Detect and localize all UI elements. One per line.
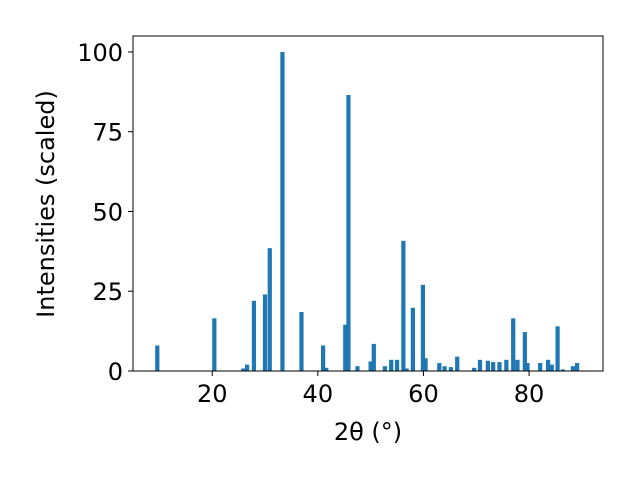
bar bbox=[491, 362, 496, 371]
bar bbox=[343, 324, 348, 371]
y-tick-label: 0 bbox=[108, 358, 123, 386]
bar bbox=[346, 95, 351, 372]
y-axis-label: Intensities (scaled) bbox=[32, 90, 60, 318]
bar bbox=[321, 345, 326, 371]
y-tick-label: 50 bbox=[92, 198, 123, 226]
bar bbox=[511, 318, 516, 371]
bar bbox=[389, 359, 394, 371]
x-tick-label: 60 bbox=[408, 380, 439, 408]
bar bbox=[212, 318, 217, 371]
bar bbox=[280, 51, 285, 371]
bar bbox=[299, 311, 304, 371]
bar bbox=[525, 363, 530, 371]
y-tick-label: 75 bbox=[92, 119, 123, 147]
bar bbox=[497, 362, 502, 371]
bar bbox=[423, 358, 428, 371]
x-axis-ticks: 20 40 60 80 bbox=[197, 371, 544, 408]
bar bbox=[575, 363, 580, 371]
bars-group bbox=[155, 51, 580, 372]
bar bbox=[267, 248, 272, 371]
bar bbox=[515, 359, 520, 371]
bar bbox=[420, 284, 426, 371]
bar bbox=[324, 367, 329, 371]
bar bbox=[448, 367, 454, 371]
bar bbox=[241, 368, 246, 371]
bar bbox=[368, 361, 373, 371]
bar bbox=[560, 369, 565, 371]
x-tick-label: 20 bbox=[197, 380, 228, 408]
bar bbox=[155, 345, 160, 371]
bar bbox=[251, 300, 257, 371]
bar bbox=[472, 367, 477, 371]
y-axis-ticks: 0 25 50 75 100 bbox=[77, 39, 133, 386]
bar bbox=[522, 332, 527, 371]
bar bbox=[437, 363, 442, 371]
bar bbox=[394, 359, 400, 371]
y-tick-label: 25 bbox=[92, 278, 123, 306]
bar bbox=[504, 359, 509, 371]
bar bbox=[442, 366, 447, 371]
bar bbox=[477, 359, 483, 371]
bar bbox=[401, 240, 406, 371]
bar bbox=[382, 366, 388, 371]
bar bbox=[485, 360, 490, 371]
bar bbox=[371, 343, 376, 371]
bar bbox=[355, 366, 360, 371]
bar bbox=[410, 307, 415, 371]
plot-frame bbox=[132, 35, 604, 372]
bar bbox=[244, 364, 250, 371]
bar bbox=[545, 359, 551, 371]
bar bbox=[404, 368, 409, 371]
bar bbox=[455, 356, 460, 371]
bar bbox=[555, 326, 560, 371]
x-tick-label: 80 bbox=[514, 380, 545, 408]
bar bbox=[570, 366, 576, 371]
y-tick-label: 100 bbox=[77, 39, 123, 67]
bar bbox=[262, 294, 268, 371]
x-tick-label: 40 bbox=[303, 380, 334, 408]
x-axis-label: 2θ (°) bbox=[334, 418, 402, 446]
bar bbox=[549, 364, 554, 371]
bar bbox=[538, 363, 543, 371]
